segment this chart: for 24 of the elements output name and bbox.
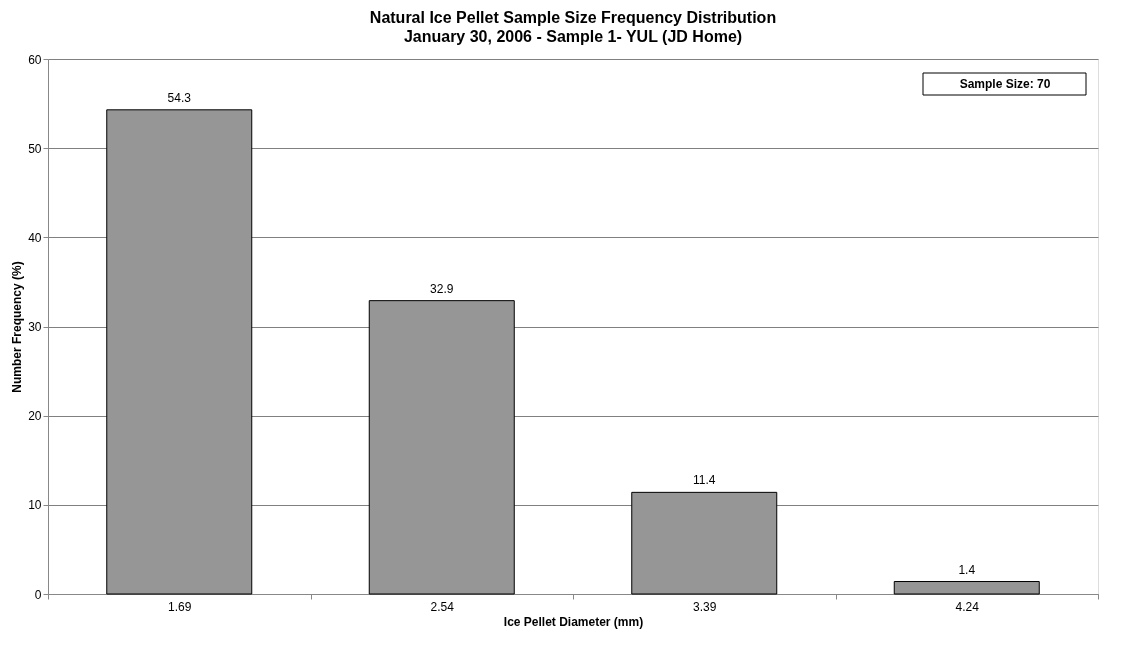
annotation: Sample Size: 70 bbox=[959, 77, 1051, 91]
y-tick-label: 40 bbox=[28, 230, 42, 245]
y-tick-label: 60 bbox=[28, 52, 42, 67]
x-tick-label: 1.69 bbox=[168, 599, 192, 614]
chart-title: Natural Ice Pellet Sample Size Frequency Distribution bbox=[369, 9, 777, 26]
y-tick-label: 30 bbox=[28, 320, 42, 334]
bar bbox=[106, 109, 253, 595]
data-label: 1.4 bbox=[958, 562, 976, 577]
y-tick-label: 0 bbox=[34, 587, 42, 602]
x-tick-label: 2.54 bbox=[430, 599, 455, 614]
chart-subtitle: January 30, 2006 - Sample 1- YUL (JD Home) bbox=[403, 28, 743, 45]
data-label: 54.3 bbox=[167, 90, 192, 105]
y-axis-title: Number Frequency (%) bbox=[10, 261, 25, 393]
y-tick-label: 20 bbox=[28, 409, 42, 424]
y-tick-label: 10 bbox=[28, 498, 42, 513]
y-tick-label: 50 bbox=[28, 141, 42, 156]
x-axis-title: Ice Pellet Diameter (mm) bbox=[503, 614, 644, 629]
x-tick-label: 4.24 bbox=[955, 599, 980, 614]
data-label: 32.9 bbox=[430, 281, 454, 296]
bar bbox=[631, 491, 778, 595]
data-label: 11.4 bbox=[693, 473, 716, 488]
bar bbox=[893, 581, 1040, 595]
bar bbox=[368, 300, 515, 595]
x-tick-label: 3.39 bbox=[693, 599, 717, 614]
